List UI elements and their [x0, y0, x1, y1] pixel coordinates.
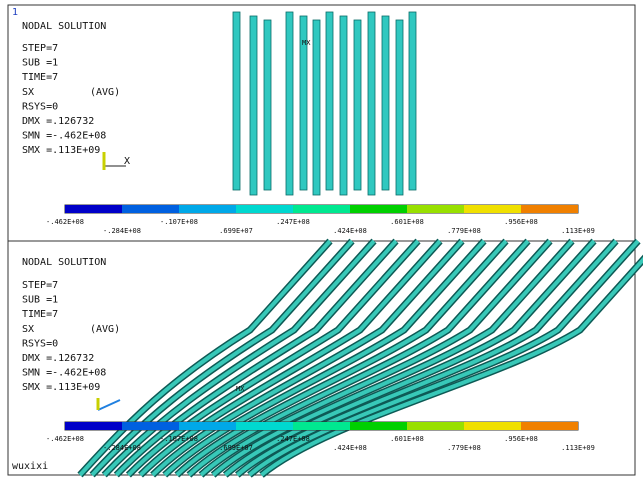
band-inner — [114, 239, 398, 477]
legend-label: -.462E+08 — [46, 218, 84, 226]
solution-info: SMX =.113E+09 — [22, 145, 100, 156]
colorbar-swatch — [65, 422, 122, 430]
colorbar-swatch — [350, 422, 407, 430]
solution-info: STEP=7 — [22, 280, 58, 291]
solution-info: SUB =1 — [22, 58, 58, 69]
model-geometry — [77, 11, 643, 478]
strip — [395, 19, 404, 196]
solution-info: SMN =-.462E+08 — [22, 131, 106, 142]
band-inner — [199, 239, 552, 477]
strip — [263, 19, 272, 191]
strip — [408, 11, 417, 191]
colorbar-swatch — [293, 205, 350, 213]
solution-info: SMN =-.462E+08 — [22, 368, 106, 379]
colorbar-swatch — [464, 422, 521, 430]
max-marker: MX — [236, 385, 245, 393]
solution-info: NODAL SOLUTION — [22, 257, 106, 268]
colorbar-swatch — [122, 205, 179, 213]
colorbar-swatch — [236, 422, 293, 430]
band-inner — [126, 239, 420, 477]
band-inner — [139, 239, 442, 477]
band-inner — [236, 239, 618, 477]
legend-label: .779E+08 — [447, 444, 481, 452]
legend-label: .699E+07 — [219, 227, 253, 235]
legend-label: .424E+08 — [333, 227, 367, 235]
solution-info: SX — [22, 87, 34, 98]
band-inner — [248, 239, 640, 477]
colorbar-swatch — [350, 205, 407, 213]
solution-info: DMX =.126732 — [22, 116, 94, 127]
legend-label: .424E+08 — [333, 444, 367, 452]
avg-label: (AVG) — [90, 324, 120, 335]
strip — [249, 15, 258, 196]
band-inner — [163, 239, 486, 477]
legend-label: .956E+08 — [504, 218, 538, 226]
legend-label: .956E+08 — [504, 435, 538, 443]
legend-label: -.284E+08 — [103, 227, 141, 235]
strip — [339, 15, 348, 196]
colorbar-swatch — [65, 205, 122, 213]
legend-label: .699E+07 — [219, 444, 253, 452]
band-inner — [102, 239, 376, 477]
colorbar-swatch — [179, 205, 236, 213]
strip — [325, 11, 334, 191]
strip — [353, 19, 362, 191]
triad — [97, 399, 121, 411]
top-viewport — [7, 4, 636, 242]
strip — [285, 11, 294, 196]
colorbar-swatch — [407, 205, 464, 213]
colorbar-swatch — [464, 205, 521, 213]
colorbar-swatch — [293, 422, 350, 430]
colorbar-swatch — [521, 422, 578, 430]
solution-info: NODAL SOLUTION — [22, 21, 106, 32]
strip — [367, 11, 376, 196]
solution-info: DMX =.126732 — [22, 353, 94, 364]
band-inner — [211, 239, 574, 477]
legend-label: .247E+08 — [276, 218, 310, 226]
colorbar-swatch — [236, 205, 293, 213]
band-inner — [223, 239, 596, 477]
solution-info: TIME=7 — [22, 72, 58, 83]
strip — [299, 15, 308, 191]
legend-label: .779E+08 — [447, 227, 481, 235]
colorbar-swatch — [407, 422, 464, 430]
legend-label: .247E+08 — [276, 435, 310, 443]
band-inner — [260, 256, 643, 477]
legend-label: -.462E+08 — [46, 435, 84, 443]
strip — [312, 19, 321, 196]
colorbar-swatch — [122, 422, 179, 430]
solution-info: SX — [22, 324, 34, 335]
axis-label: X — [124, 156, 130, 167]
band-inner — [187, 239, 530, 477]
band-inner — [151, 239, 464, 477]
strip — [232, 11, 241, 191]
solution-info: RSYS=0 — [22, 101, 58, 112]
user-label: wuxixi — [12, 461, 48, 472]
colorbar-swatch — [521, 205, 578, 213]
legend-label: .601E+08 — [390, 218, 424, 226]
legend-label: .113E+09 — [561, 444, 595, 452]
band-inner — [78, 239, 332, 477]
max-marker: MX — [302, 39, 311, 47]
strip — [381, 15, 390, 191]
legend-label: -.107E+08 — [160, 435, 198, 443]
solution-info: SMX =.113E+09 — [22, 382, 100, 393]
window-number: 1 — [12, 7, 18, 18]
colorbar-swatch — [179, 422, 236, 430]
solution-info: SUB =1 — [22, 295, 58, 306]
avg-label: (AVG) — [90, 87, 120, 98]
band-inner — [90, 239, 354, 477]
solution-info: TIME=7 — [22, 309, 58, 320]
legend-label: .601E+08 — [390, 435, 424, 443]
legend-label: -.284E+08 — [103, 444, 141, 452]
solution-info: STEP=7 — [22, 43, 58, 54]
solution-info: RSYS=0 — [22, 338, 58, 349]
legend-label: .113E+09 — [561, 227, 595, 235]
legend-label: -.107E+08 — [160, 218, 198, 226]
band-inner — [175, 239, 508, 477]
